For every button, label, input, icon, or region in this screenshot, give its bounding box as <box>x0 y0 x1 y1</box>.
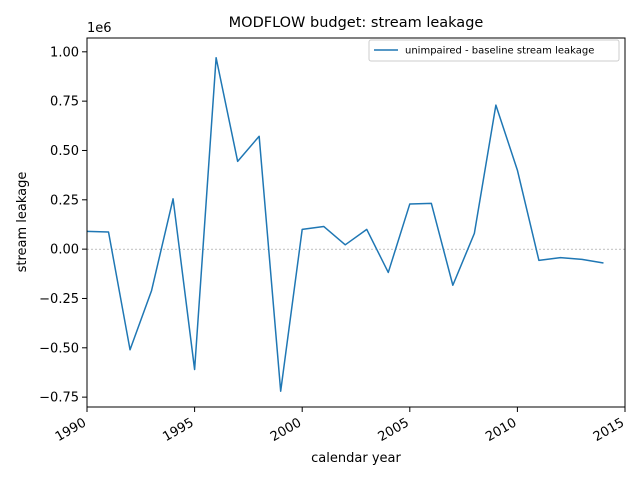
x-tick-label: 1990 <box>53 415 89 445</box>
legend-box <box>368 39 620 62</box>
series-line-0 <box>86 56 604 392</box>
x-tick-label: 2010 <box>483 415 519 445</box>
x-tick-label: 2005 <box>376 415 412 445</box>
x-tick-label: 1995 <box>160 415 196 445</box>
y-tick-label: 0.25 <box>50 193 79 208</box>
y-tick-label: 0.00 <box>50 243 79 258</box>
y-tick-label: 1.00 <box>50 45 79 60</box>
plot-area <box>86 37 626 408</box>
y-offset-label: 1e6 <box>87 21 112 36</box>
legend-label: unimpaired - baseline stream leakage <box>405 46 594 57</box>
y-tick-label: −0.50 <box>39 341 79 356</box>
y-tick-label: −0.25 <box>39 292 79 307</box>
y-tick-label: −0.75 <box>39 391 79 406</box>
x-axis-label: calendar year <box>311 451 401 466</box>
y-tick-label: 0.75 <box>50 95 79 110</box>
y-tick-label: 0.50 <box>50 144 79 159</box>
x-tick-label: 2015 <box>591 415 627 445</box>
legend: unimpaired - baseline stream leakage <box>368 39 620 62</box>
chart-title: MODFLOW budget: stream leakage <box>229 15 484 31</box>
x-tick-label: 2000 <box>268 415 304 445</box>
y-axis-label: stream leakage <box>15 172 30 273</box>
